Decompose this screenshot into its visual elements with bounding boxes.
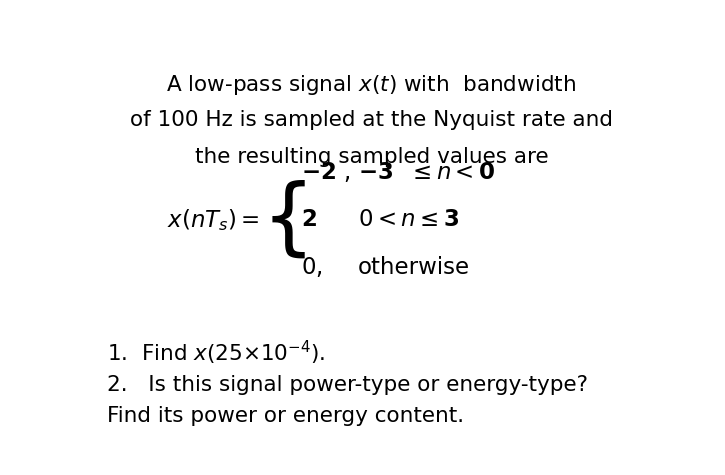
Text: $\mathbf{-3}\ \ \leq n < \mathbf{0}$: $\mathbf{-3}\ \ \leq n < \mathbf{0}$: [357, 161, 495, 184]
Text: Find its power or energy content.: Find its power or energy content.: [107, 406, 465, 426]
Text: $\mathbf{-2}$ ,: $\mathbf{-2}$ ,: [302, 160, 351, 184]
Text: otherwise: otherwise: [357, 256, 470, 279]
Text: $0 < n \leq \mathbf{3}$: $0 < n \leq \mathbf{3}$: [357, 208, 459, 231]
Text: 1.  Find $x(25{\times}10^{-4})$.: 1. Find $x(25{\times}10^{-4})$.: [107, 339, 326, 367]
Text: 2.   Is this signal power-type or energy-type?: 2. Is this signal power-type or energy-t…: [107, 375, 589, 395]
Text: $\mathbf{2}$: $\mathbf{2}$: [302, 208, 318, 231]
Text: the resulting sampled values are: the resulting sampled values are: [195, 147, 548, 167]
Text: of 100 Hz is sampled at the Nyquist rate and: of 100 Hz is sampled at the Nyquist rate…: [130, 110, 613, 130]
Text: $0,$: $0,$: [302, 255, 323, 279]
Text: A low-pass signal $x(t)$ with  bandwidth: A low-pass signal $x(t)$ with bandwidth: [167, 74, 576, 97]
Text: {: {: [262, 179, 315, 260]
Text: $x(nT_s) =$: $x(nT_s) =$: [167, 207, 260, 233]
